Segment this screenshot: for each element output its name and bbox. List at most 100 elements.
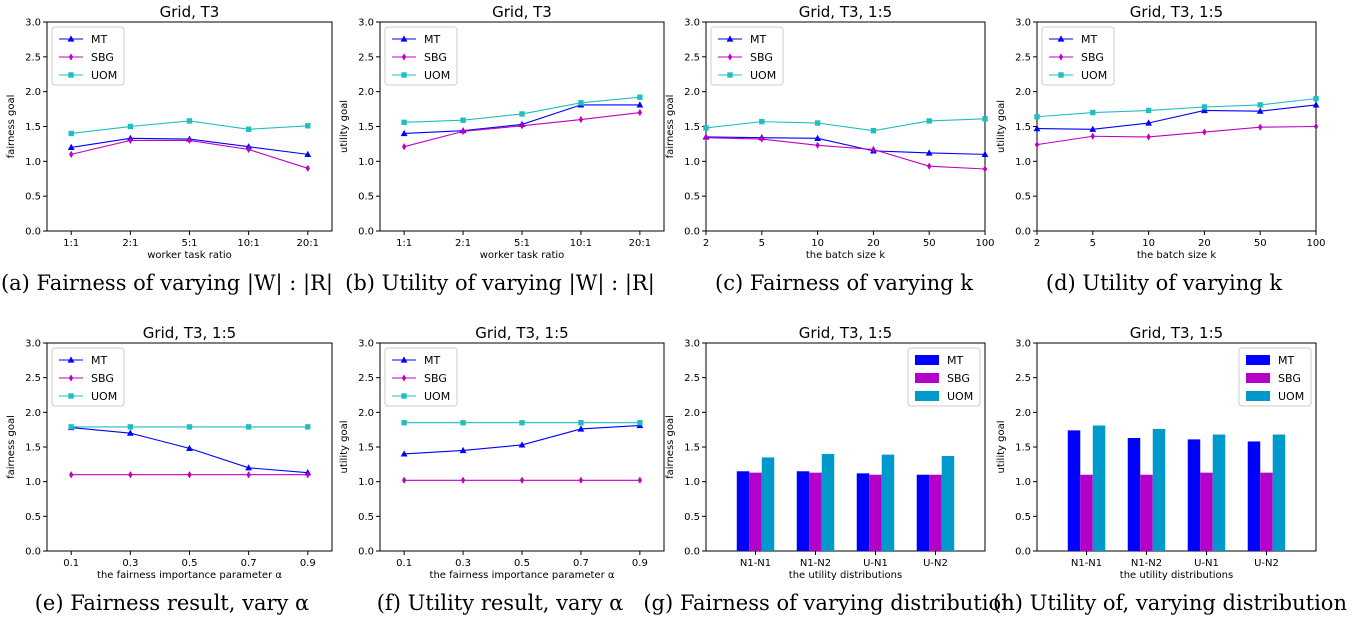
y-axis-label: utility goal xyxy=(339,421,350,474)
y-tick-label: 0.5 xyxy=(1015,192,1031,203)
x-tick-label: 1:1 xyxy=(63,238,79,249)
y-tick-label: 1.0 xyxy=(684,157,700,168)
y-tick-label: 2.0 xyxy=(684,87,700,98)
x-axis-label: the batch size k xyxy=(806,250,886,261)
chart-panel-1: Grid, T3 0.0 0.5 1.0 1.5 2.0 2.5 3.0 utility goa… xyxy=(339,3,665,296)
y-tick-label: 1.5 xyxy=(358,443,374,454)
x-axis-label: the utility distributions xyxy=(1120,570,1233,581)
y-tick-label: 2.5 xyxy=(358,52,374,63)
point-sbg xyxy=(1146,133,1151,141)
point-sbg xyxy=(246,471,251,479)
legend-label-mt: MT xyxy=(1081,33,1097,46)
point-uom xyxy=(926,118,932,124)
x-axis-label: the utility distributions xyxy=(789,570,902,581)
y-tick-label: 2.5 xyxy=(25,52,41,63)
point-uom xyxy=(305,424,311,430)
x-tick-label: 0.7 xyxy=(241,558,257,569)
legend-label-sbg: SBG xyxy=(947,372,970,385)
legend-label-uom: UOM xyxy=(947,390,973,403)
series-line-sbg xyxy=(404,112,640,148)
x-tick-label: 0.1 xyxy=(396,558,412,569)
point-sbg xyxy=(578,115,584,124)
y-tick-label: 2.5 xyxy=(1015,373,1031,384)
legend-swatch-sbg xyxy=(915,373,939,383)
point-mt xyxy=(304,150,312,157)
point-uom xyxy=(982,116,988,122)
legend: MT SBG UOM xyxy=(710,26,784,86)
chart-panel-5: Grid, T3, 1:5 0.0 0.5 1.0 1.5 2.0 2.5 3.0 utilit… xyxy=(339,324,665,615)
y-tick-label: 2.0 xyxy=(358,87,374,98)
x-tick-label: 2 xyxy=(703,238,709,249)
chart-title: Grid, T3 xyxy=(160,3,220,21)
bar-sbg xyxy=(1140,474,1153,551)
y-tick-label: 0.0 xyxy=(684,227,700,238)
series-line-sbg xyxy=(71,139,308,169)
legend-label-uom: UOM xyxy=(1081,69,1107,82)
point-sbg xyxy=(1202,128,1207,136)
y-tick-label: 0.5 xyxy=(1015,512,1031,523)
chart-title: Grid, T3 xyxy=(492,3,552,21)
legend-swatch-mt xyxy=(1246,355,1270,365)
legend-marker-sbg xyxy=(401,53,407,61)
series-line-mt xyxy=(705,136,986,155)
point-uom xyxy=(870,127,877,134)
y-tick-label: 1.5 xyxy=(684,122,700,133)
chart-title: Grid, T3, 1:5 xyxy=(799,3,892,21)
x-tick-label: 10 xyxy=(811,238,824,249)
legend-marker-sbg xyxy=(68,53,74,61)
point-mt xyxy=(814,134,821,141)
legend-label-uom: UOM xyxy=(91,69,117,82)
legend-marker-uom xyxy=(68,393,74,399)
series-line-mt xyxy=(404,424,640,455)
x-axis-label: the batch size k xyxy=(1137,250,1217,261)
y-tick-label: 3.0 xyxy=(25,18,41,29)
bar-mt xyxy=(1127,437,1141,551)
legend-swatch-sbg xyxy=(1246,373,1270,383)
point-uom xyxy=(519,420,525,426)
point-uom xyxy=(245,424,252,430)
chart-panel-3: Grid, T3, 1:5 0.0 0.5 1.0 1.5 2.0 2.5 3.0 utilit… xyxy=(996,3,1326,295)
y-tick-label: 3.0 xyxy=(1015,339,1031,350)
bar-uom xyxy=(1212,434,1226,551)
bar-sbg xyxy=(1260,472,1273,551)
x-tick-label: 2 xyxy=(1034,238,1040,249)
x-tick-label: 1:1 xyxy=(396,238,412,249)
point-sbg xyxy=(187,471,192,479)
point-uom xyxy=(759,118,765,125)
chart-title: Grid, T3, 1:5 xyxy=(1130,3,1223,21)
subfigure-caption: (b) Utility of varying |W| : |R| xyxy=(345,271,655,296)
legend-label-mt: MT xyxy=(1278,354,1294,367)
bar-mt xyxy=(1187,439,1201,551)
point-mt xyxy=(67,143,75,150)
legend-marker-uom xyxy=(727,72,733,78)
legend-marker-uom xyxy=(1058,72,1064,78)
y-tick-label: 0.5 xyxy=(25,512,41,523)
y-tick-label: 0.0 xyxy=(1015,227,1031,238)
legend: MT SBG UOM xyxy=(384,26,458,86)
legend-label-sbg: SBG xyxy=(424,372,447,385)
legend: MT SBG UOM xyxy=(51,347,125,407)
bar-sbg xyxy=(1080,474,1093,551)
y-tick-label: 2.5 xyxy=(358,373,374,384)
point-mt xyxy=(400,129,408,137)
legend-marker-mt xyxy=(726,35,734,42)
y-tick-label: 2.0 xyxy=(1015,87,1031,98)
point-uom xyxy=(814,120,821,126)
legend-marker-sbg xyxy=(68,374,74,382)
y-axis-label: utility goal xyxy=(339,100,350,153)
legend-marker-sbg xyxy=(1058,53,1064,61)
x-tick-label: 20 xyxy=(867,238,880,249)
legend-label-sbg: SBG xyxy=(750,51,773,64)
bar-sbg xyxy=(869,474,882,551)
bar-sbg xyxy=(929,474,942,551)
chart-title: Grid, T3, 1:5 xyxy=(799,324,892,342)
y-tick-label: 1.5 xyxy=(25,122,41,133)
legend-marker-mt xyxy=(67,356,75,363)
legend-marker-mt xyxy=(67,35,75,42)
point-sbg xyxy=(759,135,764,143)
series-line-sbg xyxy=(705,137,986,170)
x-tick-label: N1-N1 xyxy=(1071,558,1102,569)
legend: MT SBG UOM xyxy=(51,26,125,86)
y-tick-label: 0.5 xyxy=(358,192,374,203)
x-tick-label: 100 xyxy=(975,238,994,249)
